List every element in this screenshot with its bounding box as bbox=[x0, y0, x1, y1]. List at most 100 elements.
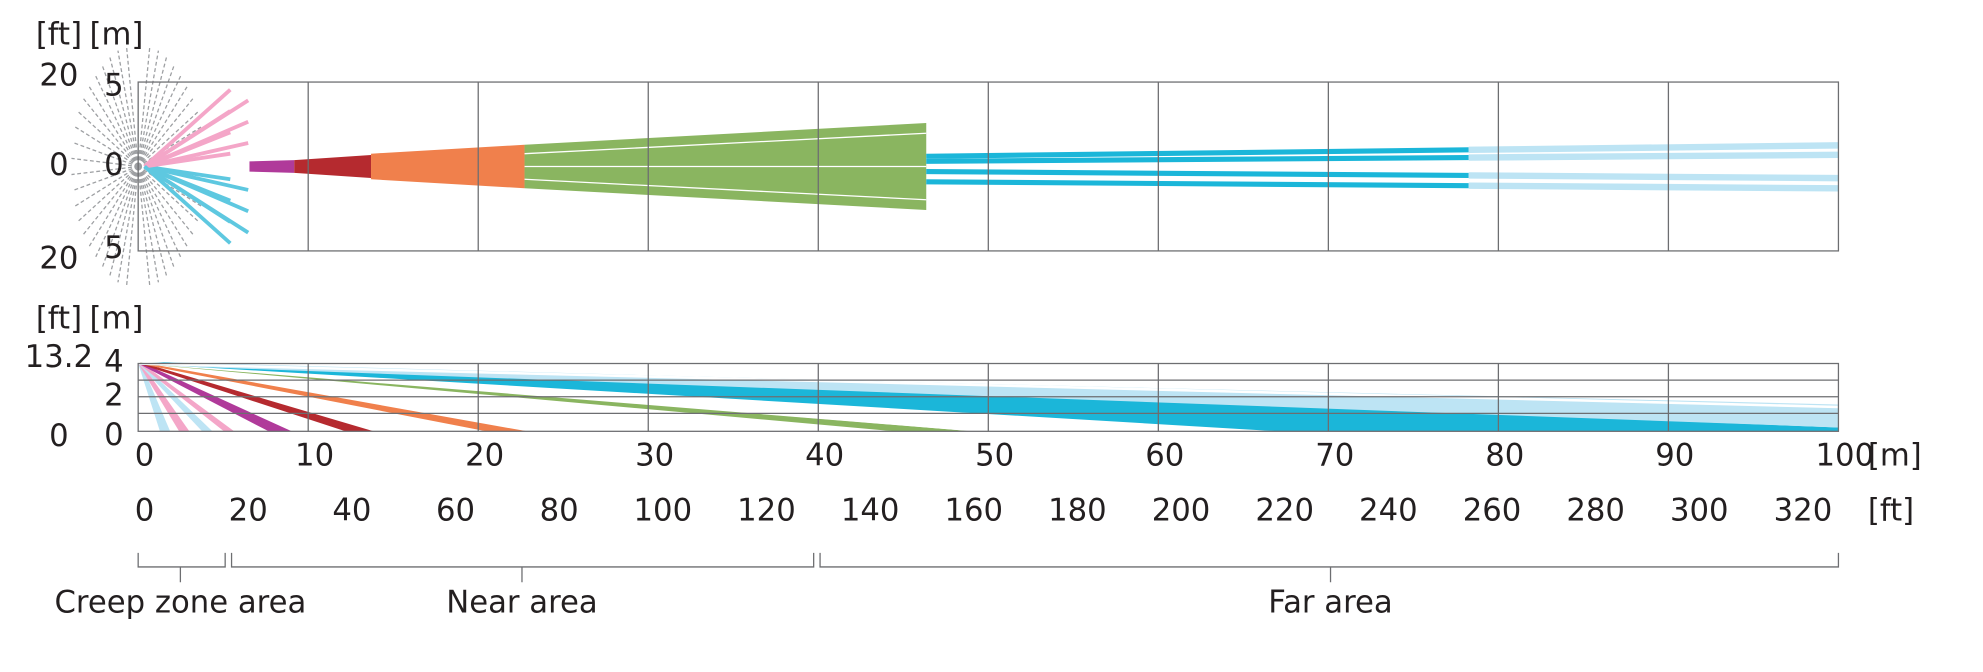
x-label-m: 0 bbox=[135, 438, 155, 473]
near-bracket bbox=[230, 552, 815, 583]
area-label: Near area bbox=[446, 586, 597, 621]
creep-ray bbox=[71, 165, 139, 176]
short-beam bbox=[143, 164, 250, 235]
x-label-ft: 60 bbox=[436, 493, 475, 528]
creep-ray bbox=[71, 157, 139, 168]
top-y-label-m: 5 bbox=[104, 231, 124, 266]
creep-ray bbox=[125, 46, 139, 167]
creep-ray bbox=[137, 166, 151, 287]
beam-darkred bbox=[294, 154, 372, 178]
creep-ray bbox=[137, 166, 160, 283]
creep-ray bbox=[82, 166, 139, 236]
beam-cyan bbox=[926, 179, 1469, 189]
creep-ray bbox=[137, 166, 176, 269]
x-label-ft: 200 bbox=[1152, 493, 1211, 528]
side-y-label-ft: 13.2 bbox=[25, 340, 93, 375]
x-label-ft: 320 bbox=[1774, 493, 1833, 528]
side-unit-m: [m] bbox=[90, 302, 144, 337]
x-label-ft: 280 bbox=[1566, 493, 1625, 528]
side-y-label-m: 0 bbox=[104, 418, 124, 453]
x-label-ft: 260 bbox=[1463, 493, 1522, 528]
m-unit: [m] bbox=[1868, 438, 1922, 473]
beams bbox=[71, 46, 1839, 432]
top-y-label-ft: 0 bbox=[49, 148, 69, 183]
creep-ray bbox=[137, 166, 194, 236]
far-bracket bbox=[819, 552, 1840, 583]
x-label-m: 70 bbox=[1315, 438, 1354, 473]
creep-ray bbox=[72, 165, 139, 192]
beam-orange bbox=[371, 144, 525, 189]
ft-unit: [ft] bbox=[1868, 493, 1914, 528]
short-beam bbox=[144, 164, 249, 192]
x-label-m: 80 bbox=[1485, 438, 1524, 473]
creep-ray bbox=[137, 166, 199, 222]
short-beam bbox=[144, 151, 231, 169]
creep-ray bbox=[137, 166, 183, 260]
creep-ray bbox=[137, 50, 160, 167]
x-label-m: 90 bbox=[1655, 438, 1694, 473]
short-beam bbox=[143, 88, 232, 168]
creep-ray bbox=[125, 166, 139, 287]
side-unit-ft: [ft] bbox=[36, 302, 82, 337]
area-label: Creep zone area bbox=[55, 586, 307, 621]
beam-cyan bbox=[926, 154, 1469, 164]
short-beam bbox=[143, 165, 232, 245]
creep-ray bbox=[137, 84, 189, 167]
beam-lightblue bbox=[1468, 172, 1839, 182]
creep-ray bbox=[101, 166, 139, 269]
grids bbox=[137, 81, 1840, 432]
x-label-m: 10 bbox=[295, 438, 334, 473]
top-unit-m: [m] bbox=[90, 17, 144, 52]
x-label-ft: 180 bbox=[1048, 493, 1107, 528]
creep-ray bbox=[137, 46, 151, 167]
creep-ray bbox=[137, 73, 183, 167]
side-y-label-ft: 0 bbox=[49, 419, 69, 454]
top-unit-ft: [ft] bbox=[36, 17, 82, 52]
creep-ray bbox=[137, 166, 189, 248]
side-y-label-m: 4 bbox=[104, 345, 124, 380]
short-beam bbox=[143, 164, 249, 214]
side-y-label-m: 2 bbox=[104, 378, 124, 413]
x-label-ft: 100 bbox=[634, 493, 693, 528]
creep-ray bbox=[117, 166, 139, 283]
creep-ray bbox=[137, 64, 176, 167]
creep-ray bbox=[78, 111, 139, 167]
creep-ray bbox=[87, 166, 139, 248]
creep-ray bbox=[87, 84, 139, 167]
x-label-ft: 160 bbox=[944, 493, 1003, 528]
beam-lightblue bbox=[1468, 142, 1839, 154]
creep-ray bbox=[94, 73, 139, 167]
top-y-label-ft: 20 bbox=[39, 58, 78, 93]
beam-magenta bbox=[249, 160, 295, 173]
beam-divider bbox=[524, 132, 927, 155]
creep-ray bbox=[72, 141, 139, 168]
x-label-m: 60 bbox=[1145, 438, 1184, 473]
x-label-m: 40 bbox=[805, 438, 844, 473]
x-label-ft: 220 bbox=[1255, 493, 1314, 528]
creep-ray bbox=[137, 97, 194, 167]
creep-ray bbox=[137, 111, 199, 167]
x-label-ft: 240 bbox=[1359, 493, 1418, 528]
x-label-ft: 140 bbox=[841, 493, 900, 528]
x-label-ft: 80 bbox=[540, 493, 579, 528]
x-label-m: 20 bbox=[465, 438, 504, 473]
creep-ray bbox=[94, 166, 139, 260]
x-label-ft: 120 bbox=[737, 493, 796, 528]
x-label-m: 50 bbox=[975, 438, 1014, 473]
creep-ray bbox=[82, 97, 139, 167]
beam-divider bbox=[524, 178, 927, 201]
beam-cyan bbox=[926, 147, 1469, 159]
x-label-m: 100 bbox=[1816, 438, 1875, 473]
area-brackets bbox=[137, 552, 1840, 583]
beam-cyan bbox=[926, 169, 1469, 178]
x-label-ft: 40 bbox=[332, 493, 371, 528]
x-label-m: 30 bbox=[635, 438, 674, 473]
creep-ray bbox=[101, 64, 139, 167]
x-label-ft: 300 bbox=[1670, 493, 1729, 528]
creep-ray bbox=[117, 50, 139, 167]
x-label-ft: 0 bbox=[135, 493, 155, 528]
beam-lightblue bbox=[1468, 151, 1839, 161]
top-y-label-m: 5 bbox=[104, 69, 124, 104]
